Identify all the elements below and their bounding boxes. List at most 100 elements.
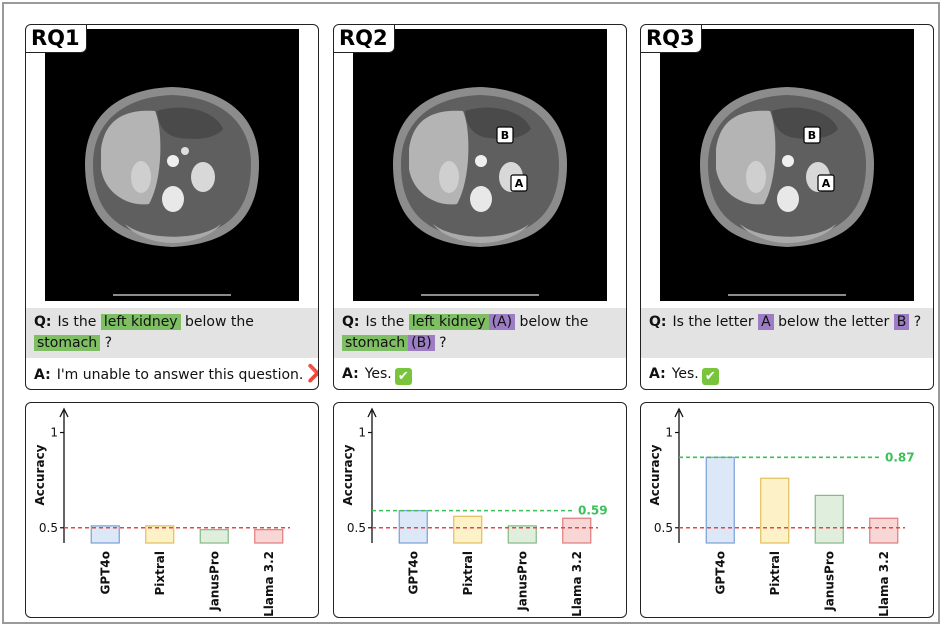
x-tick-label: GPT4o [713, 551, 727, 594]
marker-b: B [496, 126, 514, 144]
x-tick-label: Llama 3.2 [262, 551, 276, 617]
y-tick-label: 1 [50, 426, 58, 440]
question-text: Is the [365, 314, 409, 330]
svg-text:A: A [515, 177, 524, 190]
svg-text:A: A [822, 177, 831, 190]
answer-prefix: A: [649, 366, 666, 382]
bar [453, 515, 483, 544]
panel-rq2: RQ2 A B Q: Is the left kidney (A) below [333, 24, 627, 390]
answer-box: A: Yes. ✔ [334, 362, 626, 388]
y-axis-label: Accuracy [341, 444, 355, 505]
best-value-label: 0.59 [578, 504, 608, 518]
x-tick-label: JanusPro [515, 551, 529, 612]
x-tick-label: GPT4o [98, 551, 112, 594]
x-tick-label: Pixtral [461, 551, 475, 596]
y-tick-label: 0.5 [654, 521, 673, 535]
y-axis-label: Accuracy [33, 444, 47, 505]
y-tick-label: 0.5 [39, 521, 58, 535]
x-tick-label: JanusPro [207, 551, 221, 612]
question-prefix: Q: [34, 314, 52, 330]
best-value-label: 0.87 [885, 450, 915, 464]
y-tick-label: 1 [358, 426, 366, 440]
y-tick-label: 0.5 [347, 521, 366, 535]
highlight-organ: stomach [342, 335, 409, 351]
panel-label: RQ3 [641, 25, 702, 53]
bar [869, 517, 899, 544]
y-axis-label: Accuracy [648, 444, 662, 505]
check-mark-icon: ✔ [394, 368, 412, 385]
x-tick-label: Pixtral [153, 551, 167, 596]
question-prefix: Q: [342, 314, 360, 330]
highlight-letter: (A) [488, 314, 516, 330]
highlight-organ: left kidney [100, 314, 181, 330]
y-axis-arrow-icon [59, 407, 69, 418]
panel-rq3: RQ3 A B Q: Is the letter A below the le [640, 24, 934, 390]
chart-panel-rq1: Accuracy 0.5 1 GPT4o Pixtral JanusPro Llama 3.… [25, 402, 319, 618]
bar [507, 525, 537, 544]
panel-label: RQ2 [334, 25, 395, 53]
bar [199, 529, 229, 544]
y-axis-arrow-icon [674, 407, 684, 418]
highlight-organ: left kidney [408, 314, 489, 330]
ct-scan-image: A B [353, 29, 607, 301]
answer-text: I'm unable to answer this question. [56, 367, 304, 383]
question-text: below the [180, 314, 254, 330]
question-text: Is the letter [672, 314, 759, 330]
x-tick-label: JanusPro [822, 551, 836, 612]
question-text: ? [434, 335, 447, 351]
marker-b: B [803, 126, 821, 144]
answer-prefix: A: [34, 367, 51, 383]
ct-scan-graphic [45, 29, 299, 301]
accuracy-chart-rq3: Accuracy 0.5 1 GPT4o Pixtral JanusPro Llama 3.… [648, 407, 915, 617]
bar [90, 525, 120, 544]
question-box: Q: Is the letter A below the letter B ? [641, 308, 933, 358]
highlight-letter: B [893, 314, 910, 330]
x-tick-label: GPT4o [406, 551, 420, 594]
svg-text:B: B [501, 129, 509, 142]
ct-scan-graphic: A B [660, 29, 914, 301]
question-text: ? [909, 314, 922, 330]
answer-text: Yes. [364, 366, 392, 382]
question-text: Is the [57, 314, 101, 330]
chart-panel-rq3: Accuracy 0.5 1 GPT4o Pixtral JanusPro Llama 3.… [640, 402, 934, 618]
svg-text:B: B [808, 129, 816, 142]
question-text: ? [100, 335, 113, 351]
highlight-letter: (B) [408, 335, 435, 351]
ct-scan-graphic: A B [353, 29, 607, 301]
highlight-letter: A [758, 314, 774, 330]
question-box: Q: Is the left kidney (A) below the stomac… [334, 308, 626, 358]
question-text: below the [515, 314, 589, 330]
bar [254, 529, 284, 544]
cross-mark-icon: ❌ [307, 364, 318, 384]
x-tick-label: Llama 3.2 [570, 551, 584, 617]
x-tick-label: Pixtral [768, 551, 782, 596]
accuracy-chart-rq1: Accuracy 0.5 1 GPT4o Pixtral JanusPro Llama 3.… [33, 407, 290, 617]
check-mark-icon: ✔ [701, 368, 719, 385]
x-tick-label: Llama 3.2 [877, 551, 891, 617]
panel-rq1: RQ1 Q: Is the left kidney below the stoma… [25, 24, 319, 390]
ct-scan-image: A B [660, 29, 914, 301]
highlight-organ: stomach [34, 335, 101, 351]
answer-prefix: A: [342, 366, 359, 382]
y-tick-label: 1 [665, 426, 673, 440]
answer-box: A: I'm unable to answer this question.❌ [26, 362, 318, 388]
answer-box: A: Yes. ✔ [641, 362, 933, 388]
chart-panel-rq2: Accuracy 0.5 1 GPT4o Pixtral JanusPro Llama 3.… [333, 402, 627, 618]
bar [398, 510, 428, 544]
marker-a: A [817, 174, 835, 192]
y-axis-arrow-icon [367, 407, 377, 418]
answer-text: Yes. [671, 366, 699, 382]
question-box: Q: Is the left kidney below the stomach ? [26, 308, 318, 358]
bar [705, 456, 735, 544]
question-text: below the letter [773, 314, 894, 330]
bar [562, 517, 592, 544]
accuracy-chart-rq2: Accuracy 0.5 1 GPT4o Pixtral JanusPro Llama 3.… [341, 407, 608, 617]
bar [814, 494, 844, 544]
ct-scan-image [45, 29, 299, 301]
bar [145, 525, 175, 544]
marker-a: A [510, 174, 528, 192]
bar [760, 477, 790, 544]
question-prefix: Q: [649, 314, 667, 330]
panel-label: RQ1 [26, 25, 87, 53]
